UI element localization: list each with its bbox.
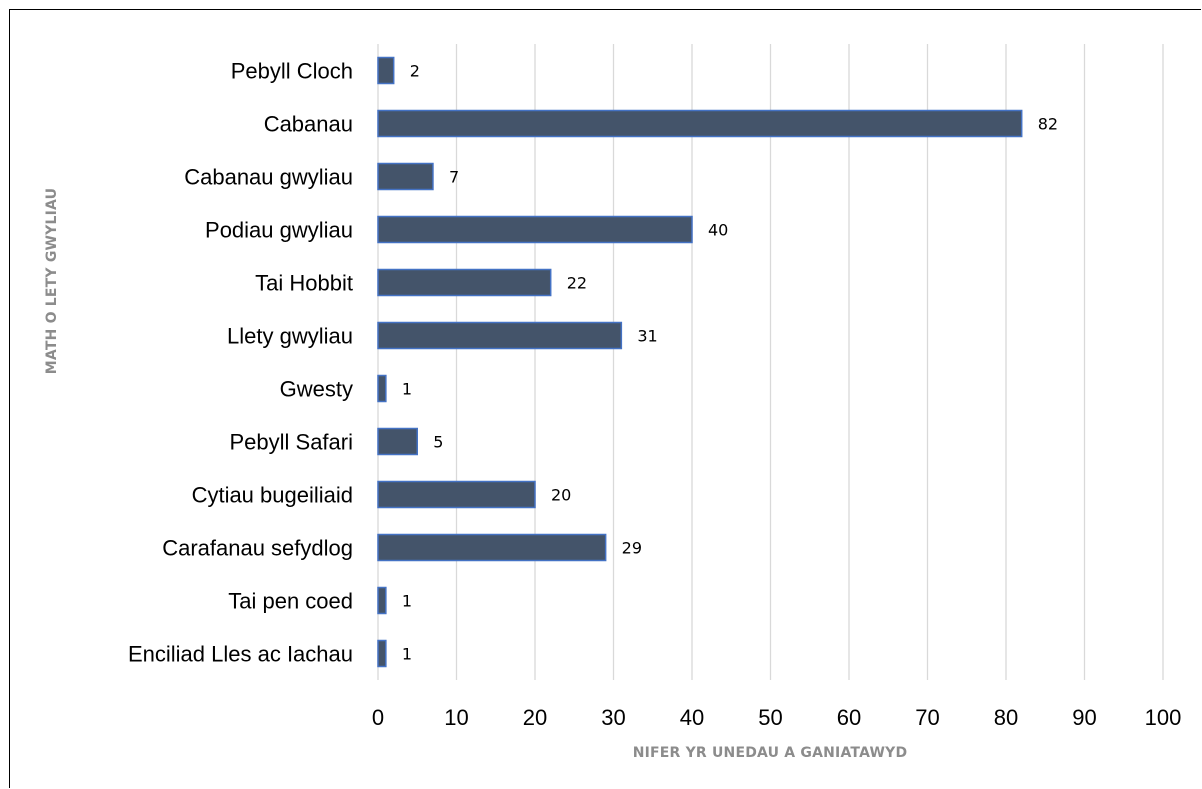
- x-tick-label: 60: [837, 705, 861, 730]
- bar: [377, 533, 607, 562]
- data-label: 82: [1038, 115, 1058, 134]
- bars: [377, 56, 1023, 668]
- category-labels: Pebyll Cloch Cabanau Cabanau gwyliau Podiau…: [128, 59, 353, 667]
- bar: [377, 586, 387, 615]
- x-axis-title: NIFER YR UNEDAU A GANIATAWYD: [633, 745, 908, 761]
- x-tick-label: 50: [758, 705, 782, 730]
- x-tick-label: 90: [1072, 705, 1096, 730]
- bar: [377, 162, 434, 191]
- category-label: Carafanau sefydlog: [162, 536, 353, 561]
- category-label: Gwesty: [280, 377, 353, 402]
- bar: [377, 374, 387, 403]
- category-label: Cytiau bugeiliaid: [192, 483, 353, 508]
- data-label: 29: [622, 539, 642, 558]
- category-label: Pebyll Safari: [229, 430, 353, 455]
- category-label: Cabanau gwyliau: [184, 165, 353, 190]
- data-label: 1: [402, 645, 412, 664]
- bar: [377, 56, 395, 85]
- x-tick-label: 40: [680, 705, 704, 730]
- data-label: 2: [410, 62, 420, 81]
- x-tick-label: 70: [915, 705, 939, 730]
- data-label: 1: [402, 380, 412, 399]
- data-label: 22: [567, 274, 587, 293]
- gridlines: [377, 44, 1164, 680]
- category-label: Podiau gwyliau: [205, 218, 353, 243]
- bar: [377, 639, 387, 668]
- data-label: 1: [402, 592, 412, 611]
- bar: [377, 109, 1023, 138]
- x-tick-label: 80: [994, 705, 1018, 730]
- bar: [377, 215, 693, 244]
- bar: [377, 427, 418, 456]
- data-label: 7: [449, 168, 459, 187]
- x-tick-label: 20: [523, 705, 547, 730]
- x-tick-label: 30: [601, 705, 625, 730]
- x-tick-label: 100: [1145, 705, 1182, 730]
- data-labels: 2 82 7 40 22 31 1 5 20 29 1 1: [402, 62, 1058, 664]
- category-label: Llety gwyliau: [227, 324, 353, 349]
- category-label: Enciliad Lles ac Iachau: [128, 642, 353, 667]
- x-tick-label: 0: [372, 705, 384, 730]
- chart-frame: [9, 9, 1201, 788]
- category-label: Pebyll Cloch: [231, 59, 353, 84]
- category-label: Cabanau: [264, 112, 353, 137]
- data-label: 5: [433, 433, 443, 452]
- bar: [377, 480, 536, 509]
- bar: [377, 268, 552, 297]
- data-label: 31: [637, 327, 657, 346]
- category-label: Tai pen coed: [228, 589, 353, 614]
- x-tick-labels: 0 10 20 30 40 50 60 70 80 90 100: [372, 705, 1181, 730]
- y-axis-title: MATH O LETY GWYLIAU: [44, 188, 60, 374]
- bar: [377, 321, 623, 350]
- data-label: 40: [708, 221, 728, 240]
- category-label: Tai Hobbit: [255, 271, 353, 296]
- x-tick-label: 10: [444, 705, 468, 730]
- data-label: 20: [551, 486, 571, 505]
